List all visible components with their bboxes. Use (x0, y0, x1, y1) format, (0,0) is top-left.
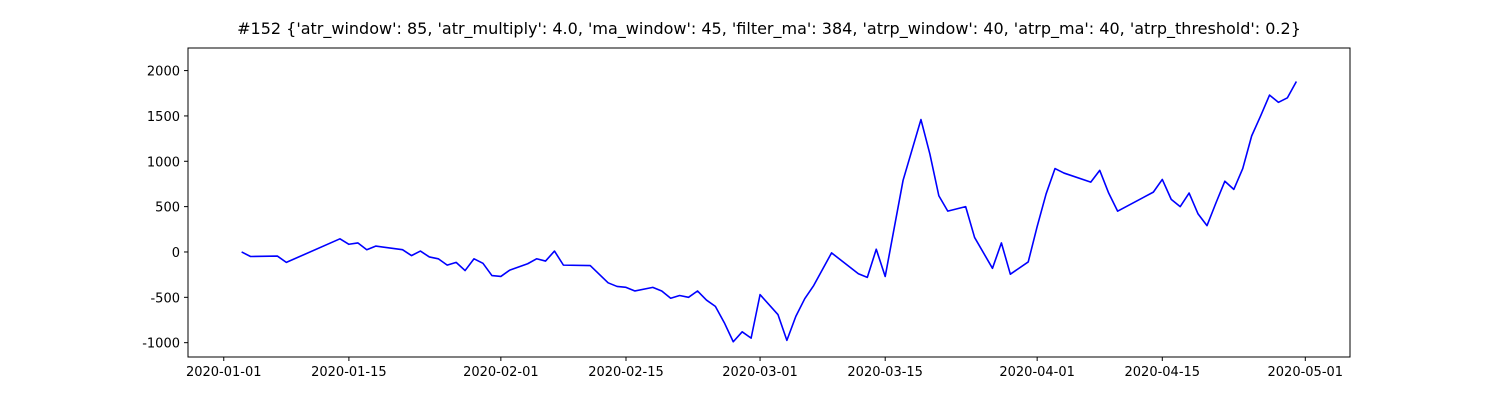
x-tick-label: 2020-05-01 (1268, 365, 1344, 380)
plot-frame (187, 47, 1351, 358)
data-line (241, 81, 1298, 343)
x-tick-label: 2020-01-01 (186, 365, 262, 380)
x-tick-label: 2020-04-01 (999, 365, 1075, 380)
y-tick-label: -1000 (142, 337, 180, 352)
y-tick-label: 1000 (147, 155, 180, 170)
y-tick-label: 500 (155, 201, 180, 216)
x-tick-label: 2020-01-15 (311, 365, 387, 380)
y-tick-label: 2000 (147, 65, 180, 80)
y-tick-label: -500 (150, 291, 180, 306)
x-tick-label: 2020-03-01 (722, 365, 798, 380)
x-tick-label: 2020-02-15 (588, 365, 664, 380)
y-tick-label: 1500 (147, 110, 180, 125)
chart-title: #152 {'atr_window': 85, 'atr_multiply': … (237, 19, 1301, 39)
x-tick-label: 2020-02-01 (463, 365, 539, 380)
x-tick-label: 2020-03-15 (847, 365, 923, 380)
x-tick-label: 2020-04-15 (1125, 365, 1201, 380)
y-tick-label: 0 (172, 246, 180, 261)
